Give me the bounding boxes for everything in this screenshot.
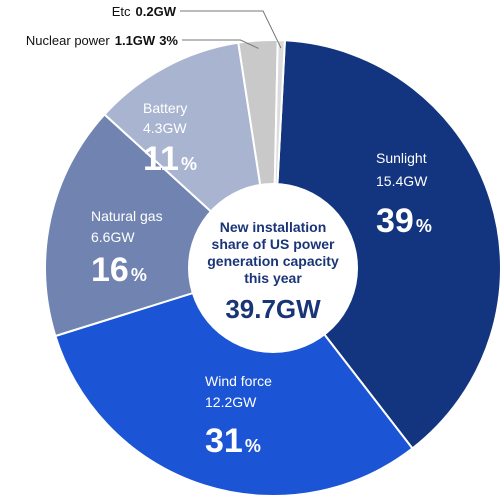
label-etc: Etc 0.2GW [112,4,177,19]
slice-percent-wind-force: 31% [205,422,261,460]
slice-percent-natural-gas: 16% [91,251,147,289]
slice-name-natural-gas: Natural gas [91,208,163,224]
label-sunlight: Sunlight 15.4GW 39% [376,150,432,240]
label-nuclear-power: Nuclear power 1.1GW 3% [26,33,179,48]
label-natural-gas: Natural gas 6.6GW 16% [91,208,163,289]
slice-value-wind-force: 12.2GW [205,394,257,410]
slice-name-wind-force: Wind force [205,373,272,389]
slice-label-nuclear-power: Nuclear power 1.1GW 3% [26,33,179,48]
center-title-line-3: generation capacity [207,253,339,269]
pie-slice-sunlight [271,39,502,450]
center-hole [188,183,358,353]
pie-slice-wind-force [54,266,414,496]
center-label: New installation share of US power gener… [207,219,339,324]
center-total: 39.7GW [225,294,321,324]
leader-line-nuclear-power [182,39,259,49]
slice-percent-battery: 11% [143,140,197,178]
slice-value-sunlight: 15.4GW [376,173,428,189]
leader-line-etc [180,10,282,49]
label-wind-force: Wind force 12.2GW 31% [205,373,272,460]
center-title-line-2: share of US power [212,236,335,252]
slice-name-battery: Battery [143,100,187,116]
leader-lines [180,10,282,49]
slice-label-etc: Etc 0.2GW [112,4,177,19]
slice-percent-sunlight: 39% [376,202,432,240]
center-title-line-4: this year [244,270,302,286]
slice-name-sunlight: Sunlight [376,150,427,166]
center-title-line-1: New installation [220,219,327,235]
label-battery: Battery 4.3GW 11% [143,100,197,178]
slice-value-battery: 4.3GW [143,120,187,136]
slice-value-natural-gas: 6.6GW [91,229,135,245]
